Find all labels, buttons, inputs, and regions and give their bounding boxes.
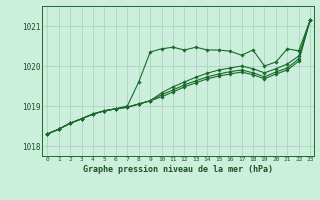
- X-axis label: Graphe pression niveau de la mer (hPa): Graphe pression niveau de la mer (hPa): [83, 165, 273, 174]
